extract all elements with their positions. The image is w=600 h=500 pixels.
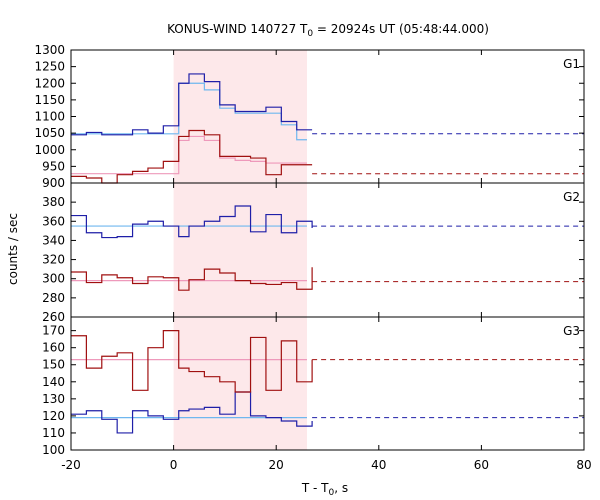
panel-g2: 260 280 300 320 340 360 380 G2 xyxy=(42,182,585,324)
y-tick-label: 950 xyxy=(42,159,65,173)
count-rate-blue xyxy=(71,391,313,434)
y-tick-label: 140 xyxy=(42,375,65,389)
y-tick-label: 1250 xyxy=(34,60,65,74)
y-tick-label: 100 xyxy=(42,443,65,457)
x-tick-labels: -20 0 20 40 60 80 xyxy=(61,458,591,472)
panel-g1: 900 950 1000 1050 1100 1150 1200 1250 1300 G1 xyxy=(34,43,585,190)
panel-label: G2 xyxy=(563,190,580,204)
y-tick-label: 340 xyxy=(42,233,65,247)
count-rate-red xyxy=(71,330,313,393)
y-tick-label: 320 xyxy=(42,253,65,267)
burst-interval-highlight xyxy=(173,317,307,450)
y-tick-label: 1050 xyxy=(34,126,65,140)
y-tick-label: 280 xyxy=(42,291,65,305)
x-tick-label: 20 xyxy=(269,458,284,472)
chart-title-subscript: 0 xyxy=(307,29,313,39)
x-tick-label: 40 xyxy=(371,458,386,472)
panel-g3: 100 110 120 130 140 150 160 170 G3 xyxy=(42,316,585,457)
y-tick-label: 160 xyxy=(42,341,65,355)
y-tick-label: 120 xyxy=(42,409,65,423)
chart-title-rest: = 20924s UT (05:48:44.000) xyxy=(313,22,489,36)
y-tick-label: 1200 xyxy=(34,76,65,90)
chart-title: KONUS-WIND 140727 T0 = 20924s UT (05:48:… xyxy=(167,22,489,39)
y-axis-label: counts / sec xyxy=(6,213,20,285)
x-axis-label-rest: , s xyxy=(334,481,348,495)
chart-title-main: KONUS-WIND 140727 T xyxy=(167,22,308,36)
panel-label: G3 xyxy=(563,324,580,338)
y-tick-label: 1300 xyxy=(34,43,65,57)
y-tick-label: 170 xyxy=(42,324,65,338)
y-tick-label: 1150 xyxy=(34,93,65,107)
count-rate-blue xyxy=(71,73,313,136)
burst-interval-highlight xyxy=(173,183,307,317)
panels-group: 9009501000105011001150120012501300G12602… xyxy=(34,43,585,457)
y-tick-label: 110 xyxy=(42,426,65,440)
y-tick-label: 300 xyxy=(42,272,65,286)
x-axis-label: T - T0, s xyxy=(301,481,348,498)
y-tick-label: 380 xyxy=(42,195,65,209)
x-tick-label: 0 xyxy=(170,458,178,472)
y-tick-label: 360 xyxy=(42,214,65,228)
y-tick-label: 1100 xyxy=(34,110,65,124)
count-rate-red xyxy=(71,267,313,291)
x-axis-label-subscript: 0 xyxy=(329,488,335,498)
panel-frame xyxy=(70,182,585,318)
x-tick-label: 60 xyxy=(474,458,489,472)
y-tick-label: 260 xyxy=(42,310,65,324)
y-tick-label: 900 xyxy=(42,176,65,190)
y-tick-label: 1000 xyxy=(34,143,65,157)
panel-frame xyxy=(70,316,585,451)
x-tick-label: -20 xyxy=(61,458,81,472)
panel-label: G1 xyxy=(563,57,580,71)
panel-frame xyxy=(70,49,585,184)
x-axis-label-main: T - T xyxy=(301,481,329,495)
y-tick-label: 150 xyxy=(42,358,65,372)
y-tick-label: 130 xyxy=(42,392,65,406)
x-tick-label: 80 xyxy=(576,458,591,472)
count-rate-blue xyxy=(71,205,313,239)
